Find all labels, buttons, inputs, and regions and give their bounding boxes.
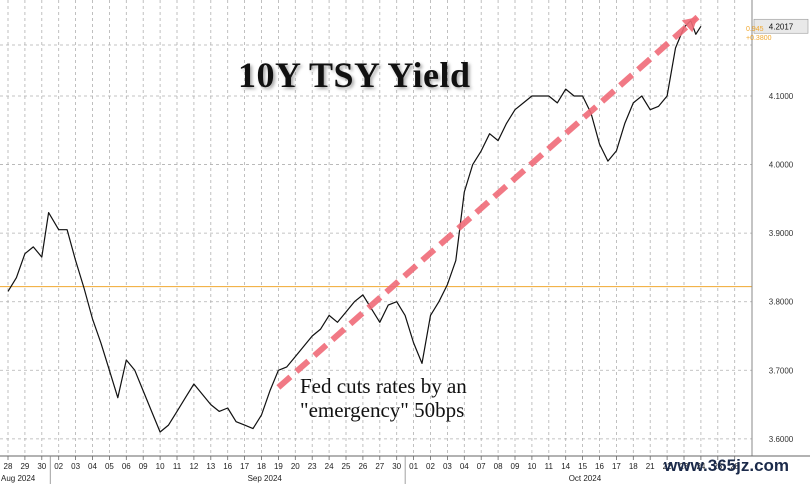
x-tick-label: 17 xyxy=(240,462,249,471)
x-tick-label: 13 xyxy=(206,462,215,471)
x-tick-label: 16 xyxy=(595,462,604,471)
x-tick-label: 05 xyxy=(105,462,114,471)
x-tick-label: 23 xyxy=(680,462,689,471)
fed-cut-annotation: Fed cuts rates by an "emergency" 50bps xyxy=(300,374,467,422)
x-month-label: Sep 2024 xyxy=(248,474,283,483)
y-tick-label: 4.1000 xyxy=(769,92,794,101)
yield-series-line xyxy=(7,20,702,433)
x-tick-label: 15 xyxy=(578,462,587,471)
x-tick-label: 09 xyxy=(511,462,520,471)
trend-arrow-line xyxy=(276,14,700,390)
x-tick-label: 21 xyxy=(646,462,655,471)
last-change-label: 0.945 xyxy=(746,26,764,33)
trend-arrow-head xyxy=(681,17,698,33)
x-tick-label: 23 xyxy=(308,462,317,471)
x-tick-label: 22 xyxy=(663,462,672,471)
watermark: www.365jz.com xyxy=(664,456,790,475)
y-tick-label: 3.8000 xyxy=(769,298,794,307)
x-tick-label: 11 xyxy=(545,462,554,471)
x-tick-label: 03 xyxy=(443,462,452,471)
last-change-label: +0.3800 xyxy=(746,35,772,42)
x-tick-label: 18 xyxy=(629,462,638,471)
x-tick-label: 01 xyxy=(409,462,418,471)
x-tick-label: 29 xyxy=(20,462,29,471)
x-tick-label: 14 xyxy=(561,462,570,471)
x-tick-label: 18 xyxy=(257,462,266,471)
y-tick-label: 3.6000 xyxy=(769,435,794,444)
x-tick-label: 20 xyxy=(291,462,300,471)
chart-title: 10Y TSY Yield xyxy=(238,55,471,95)
x-tick-label: 09 xyxy=(139,462,148,471)
x-tick-label: 03 xyxy=(71,462,80,471)
last-value-label: 4.2017 xyxy=(769,22,794,31)
x-tick-label: 28 xyxy=(4,462,13,471)
x-tick-label: 02 xyxy=(54,462,63,471)
x-tick-label: 02 xyxy=(426,462,435,471)
x-tick-label: 25 xyxy=(342,462,351,471)
x-tick-label: 30 xyxy=(392,462,401,471)
last-value-box xyxy=(753,18,809,34)
x-tick-label: 19 xyxy=(274,462,283,471)
x-month-label: Oct 2024 xyxy=(569,474,602,483)
x-tick-label: 28 xyxy=(730,462,739,471)
y-tick-label: 3.7000 xyxy=(769,366,794,375)
x-month-label: Aug 2024 xyxy=(1,474,36,483)
x-tick-label: 26 xyxy=(358,462,367,471)
x-tick-label: 27 xyxy=(375,462,384,471)
y-tick-label: 3.9000 xyxy=(769,229,794,238)
x-tick-label: 24 xyxy=(696,462,705,471)
x-tick-label: 16 xyxy=(223,462,232,471)
x-tick-label: 11 xyxy=(173,462,182,471)
x-tick-label: 12 xyxy=(189,462,198,471)
x-tick-label: 10 xyxy=(156,462,165,471)
y-tick-label: 4.0000 xyxy=(769,161,794,170)
x-tick-label: 24 xyxy=(325,462,334,471)
x-tick-label: 10 xyxy=(527,462,536,471)
x-tick-label: 08 xyxy=(494,462,503,471)
x-tick-label: 04 xyxy=(460,462,469,471)
x-tick-label: 06 xyxy=(122,462,131,471)
x-tick-label: 25 xyxy=(713,462,722,471)
x-tick-label: 17 xyxy=(612,462,621,471)
x-tick-label: 04 xyxy=(88,462,97,471)
x-tick-label: 30 xyxy=(37,462,46,471)
x-tick-label: 07 xyxy=(477,462,486,471)
